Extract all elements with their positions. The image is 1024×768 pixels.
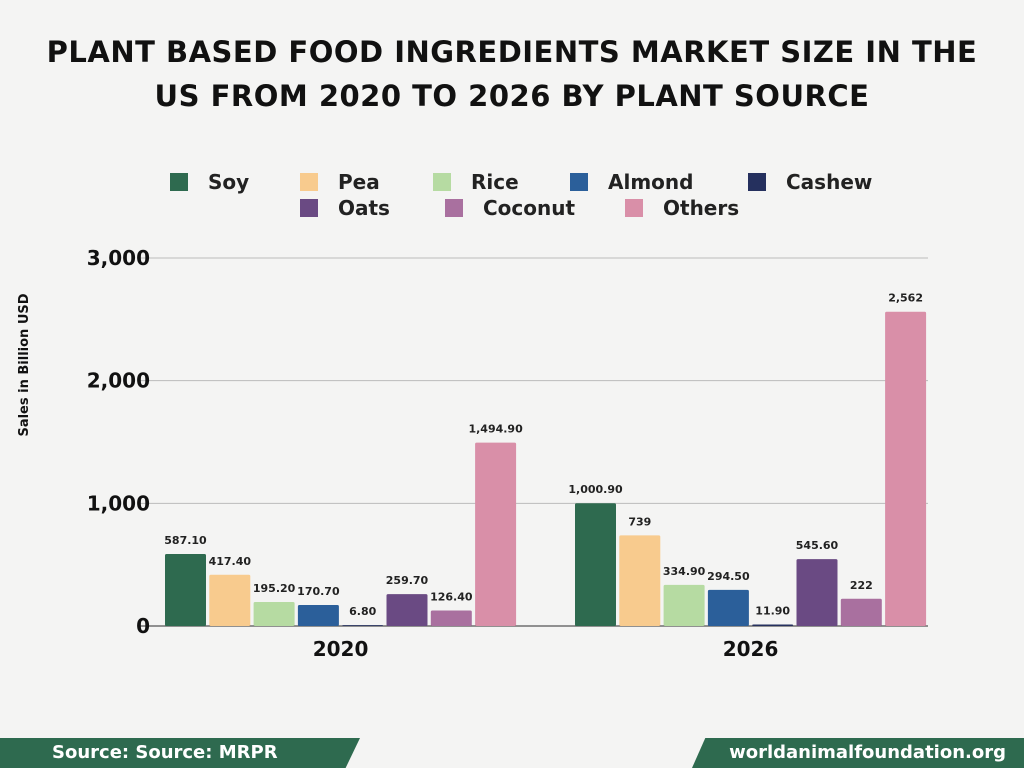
y-tick-label: 1,000	[87, 491, 150, 515]
bar-rice-2026	[663, 584, 705, 626]
bar-coconut-2026	[840, 598, 882, 626]
legend-label-rice: Rice	[471, 170, 519, 194]
data-label: 2,562	[888, 292, 923, 305]
legend-label-soy: Soy	[208, 170, 249, 194]
legend-swatch-soy	[170, 173, 188, 191]
legend-swatch-pea	[300, 173, 318, 191]
legend-label-others: Others	[663, 196, 739, 220]
bar-cashew-2020	[342, 625, 384, 626]
legend-swatch-others	[625, 199, 643, 217]
bar-others-2020	[475, 442, 517, 626]
source-banner: Source: Source: MRPR	[0, 738, 360, 768]
legend-label-cashew: Cashew	[786, 170, 872, 194]
data-label: 6.80	[349, 605, 376, 618]
bar-pea-2026	[619, 535, 661, 626]
bar-oats-2020	[386, 594, 428, 626]
legend-label-pea: Pea	[338, 170, 380, 194]
bar-others-2026	[885, 311, 927, 626]
bar-almond-2020	[297, 605, 339, 626]
data-label: 259.70	[386, 574, 429, 587]
bar-pea-2020	[209, 574, 251, 626]
data-label: 417.40	[209, 555, 252, 568]
bar-rice-2020	[253, 602, 295, 626]
bar-soy-2020	[165, 553, 206, 626]
legend-swatch-cashew	[748, 173, 766, 191]
site-text: worldanimalfoundation.org	[729, 742, 1006, 763]
legend-label-coconut: Coconut	[483, 196, 575, 220]
y-tick-label: 3,000	[87, 246, 150, 270]
chart-title: PLANT BASED FOOD INGREDIENTS MARKET SIZE…	[46, 35, 978, 113]
x-tick-label: 2020	[313, 637, 369, 661]
data-label: 170.70	[297, 585, 340, 598]
legend-label-oats: Oats	[338, 196, 390, 220]
site-banner: worldanimalfoundation.org	[692, 738, 1024, 768]
data-label: 334.90	[663, 565, 706, 578]
y-axis-label: Sales in Billion USD	[17, 293, 32, 436]
legend: Soy Pea Rice Almond Cashew Oats Coconut Others	[170, 170, 872, 220]
bar-soy-2026	[575, 503, 616, 626]
data-label: 294.50	[707, 570, 750, 583]
data-label: 1,000.90	[568, 483, 623, 496]
y-tick-label: 0	[136, 614, 150, 638]
x-tick-label: 2026	[723, 637, 779, 661]
data-label: 739	[628, 515, 651, 528]
y-axis: 0 1,000 2,000 3,000	[87, 246, 150, 638]
data-label: 545.60	[796, 539, 839, 552]
data-label: 11.90	[755, 605, 790, 618]
legend-swatch-almond	[570, 173, 588, 191]
x-axis: 2020 2026	[313, 637, 779, 661]
bar-oats-2026	[796, 559, 838, 626]
bar-almond-2026	[707, 589, 749, 626]
bar-coconut-2020	[430, 610, 472, 626]
data-label: 587.10	[164, 534, 207, 547]
data-label: 195.20	[253, 582, 296, 595]
legend-swatch-rice	[433, 173, 451, 191]
legend-swatch-coconut	[445, 199, 463, 217]
data-label: 222	[850, 579, 873, 592]
y-tick-label: 2,000	[87, 369, 150, 393]
data-label: 126.40	[430, 590, 473, 603]
data-label: 1,494.90	[468, 423, 523, 436]
source-text: Source: Source: MRPR	[52, 742, 278, 763]
legend-swatch-oats	[300, 199, 318, 217]
bar-cashew-2026	[752, 624, 794, 626]
legend-label-almond: Almond	[608, 170, 693, 194]
